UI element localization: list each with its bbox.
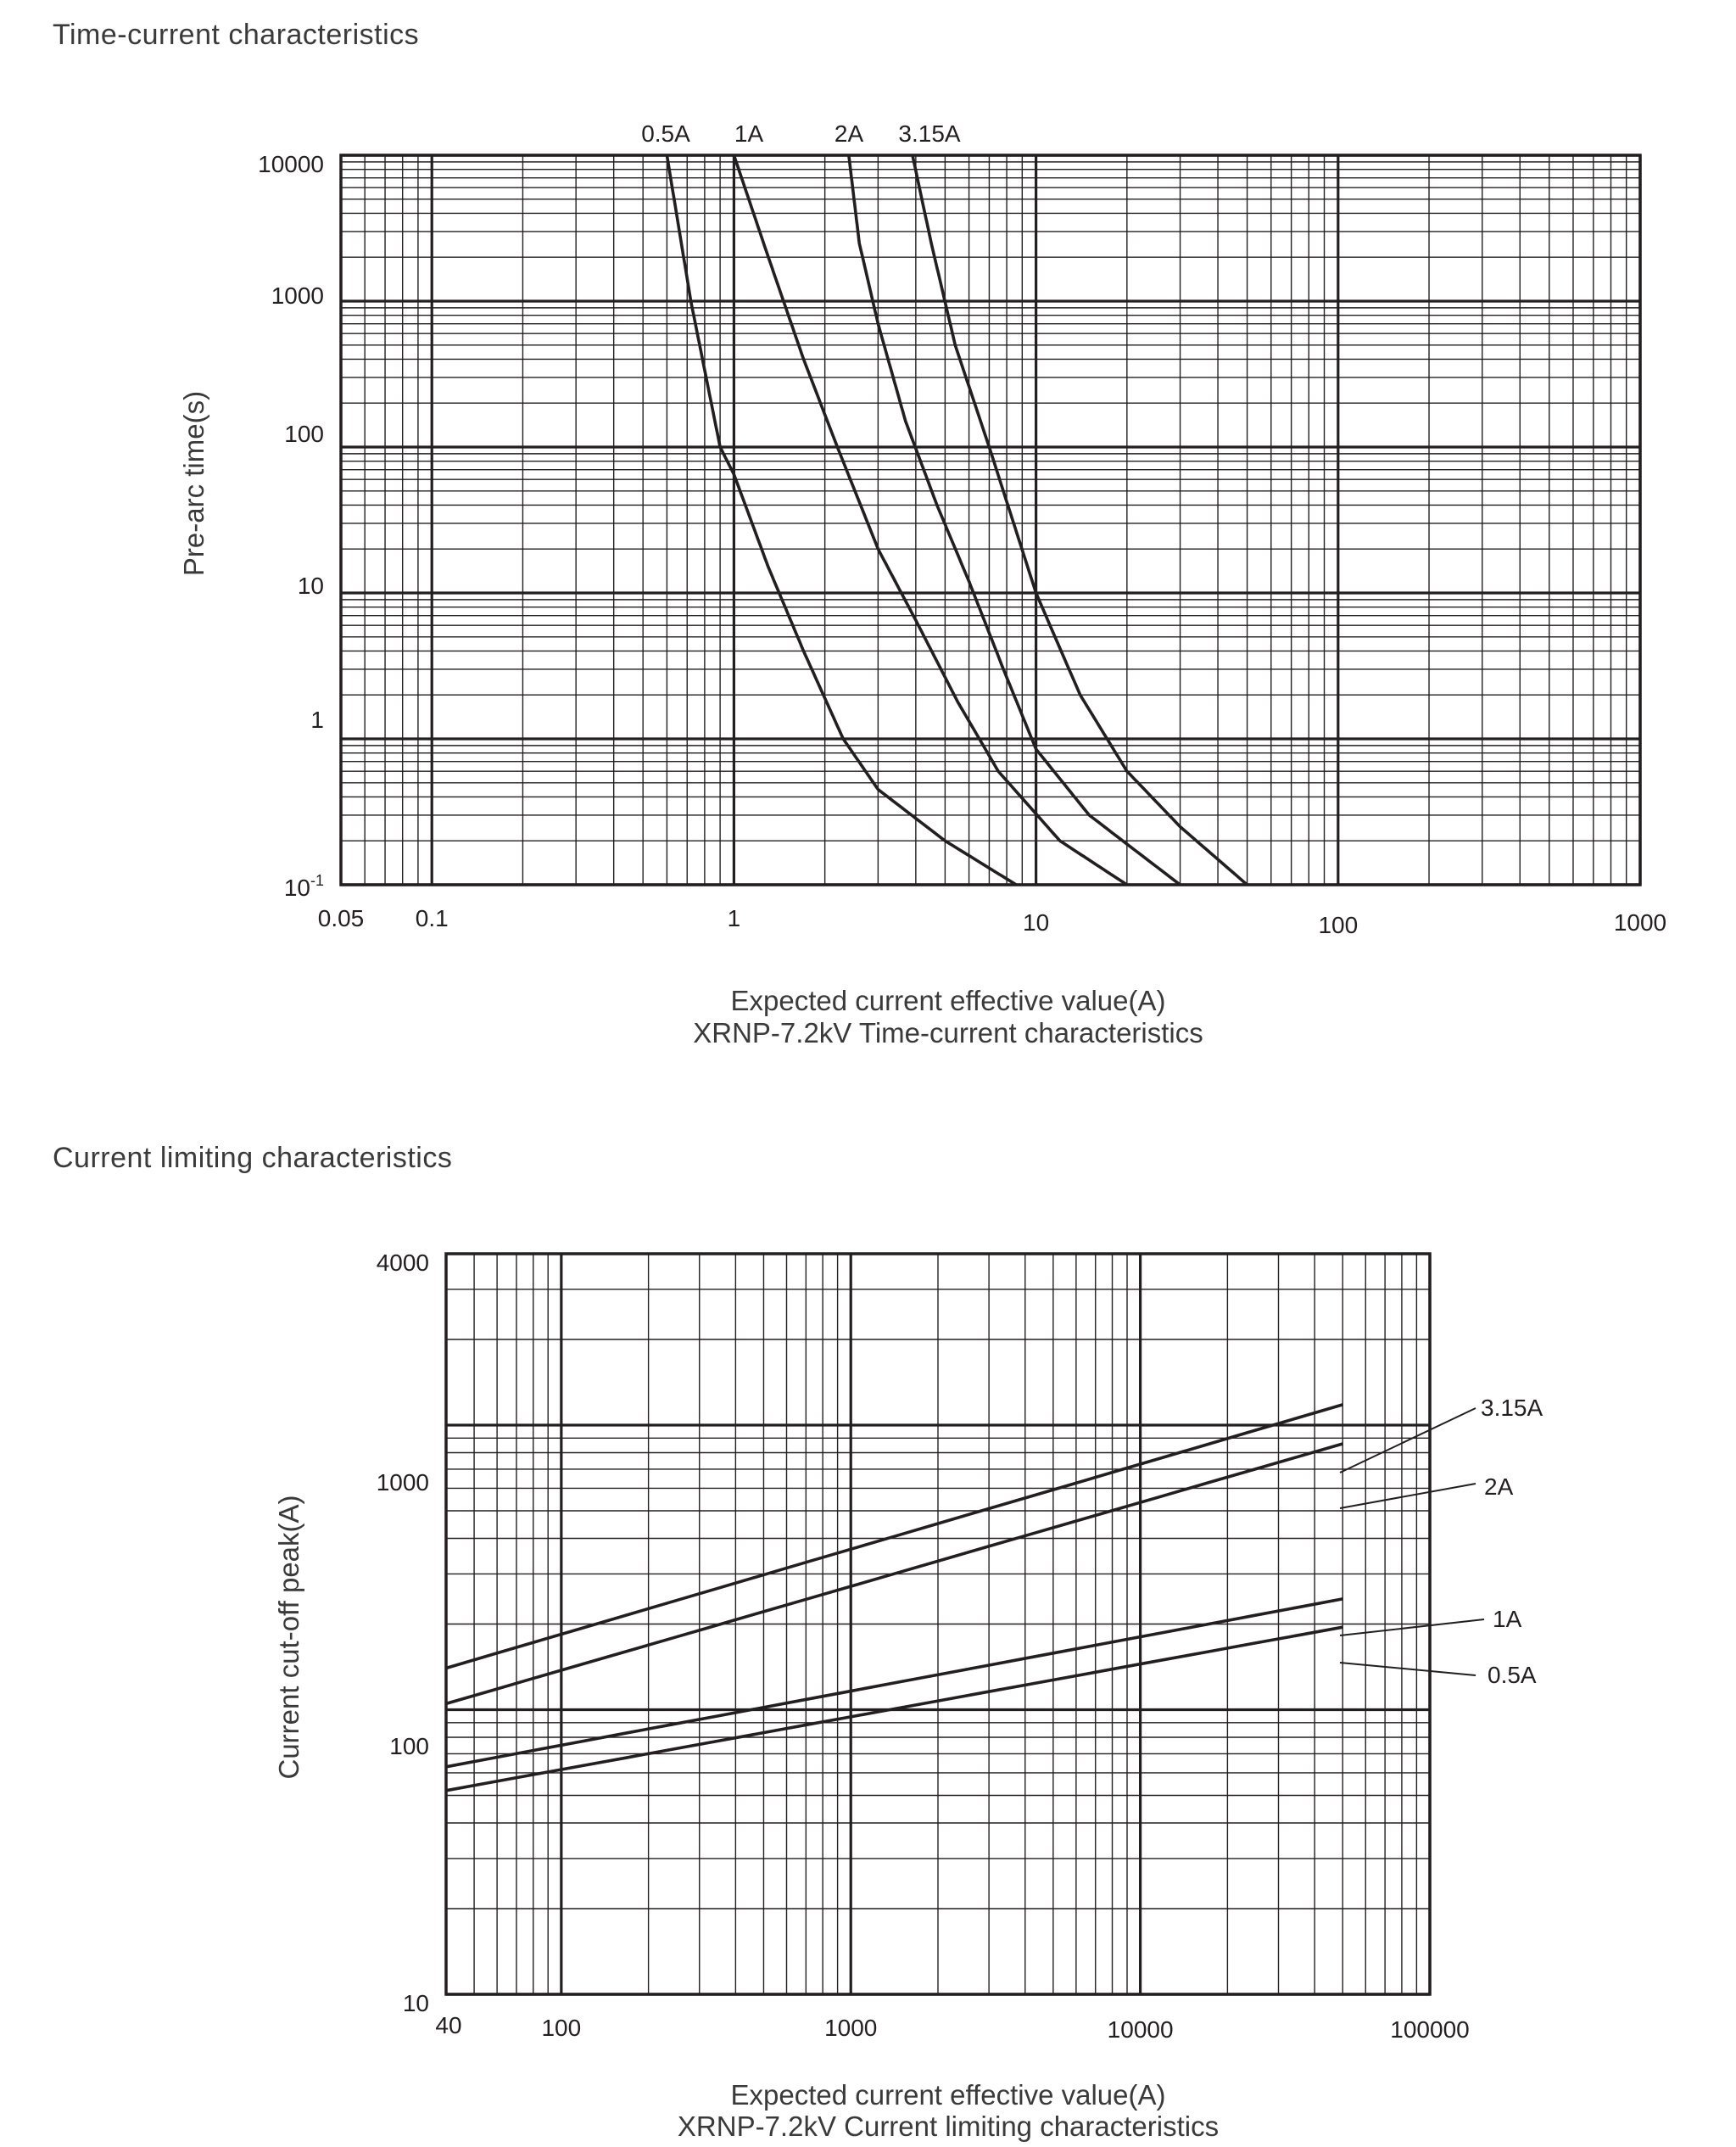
x-tick-label: 1000 [1614, 909, 1666, 936]
series-leader-line [1339, 1483, 1476, 1509]
x-tick-label: 1000 [824, 2015, 877, 2041]
series-leader-line [1339, 1407, 1476, 1473]
x-tick-label: 1 [728, 905, 741, 931]
series-label: 0.5A [641, 120, 690, 147]
y-tick-label: 10 [403, 1990, 429, 2016]
plot-frame [339, 154, 1642, 886]
series-label: 3.15A [898, 120, 960, 147]
series-line-3_15A [911, 154, 1248, 886]
y-tick-label: 10000 [258, 151, 324, 177]
x-tick-label: 0.1 [416, 905, 449, 931]
series-line-0_5A [445, 1625, 1343, 1792]
series-line-1A [732, 154, 1128, 886]
x-tick-label: 10000 [1108, 2016, 1174, 2043]
y-tick-label: 100 [284, 421, 324, 447]
series-label: 1A [734, 120, 764, 147]
x-tick-label: 100 [1318, 912, 1358, 938]
y-tick-label: 1 [310, 707, 324, 733]
series-leader-line [1339, 1662, 1476, 1676]
x-tick-label: 40 [435, 2012, 461, 2038]
series-line-1A [445, 1597, 1343, 1769]
x-tick-label: 10 [1023, 909, 1049, 936]
y-tick-label: 1000 [377, 1469, 429, 1496]
series-label: 0.5A [1488, 1662, 1537, 1688]
y-tick-label: 1000 [271, 282, 324, 309]
y-axis-title: Current cut-off peak(A) [273, 1495, 304, 1779]
chart-title: XRNP-7.2kV Current limiting characterist… [678, 2111, 1219, 2142]
series-line-2A [847, 154, 1181, 886]
current-limiting-section-title: Current limiting characteristics [53, 1142, 453, 1174]
series-label: 2A [1484, 1473, 1514, 1500]
x-tick-label: 100000 [1390, 2016, 1469, 2043]
time-current-section-title: Time-current characteristics [53, 19, 420, 51]
series-label: 1A [1493, 1606, 1522, 1632]
series-label: 3.15A [1481, 1395, 1543, 1421]
series-leader-line [1339, 1619, 1485, 1636]
series-label: 2A [835, 120, 864, 147]
series-line-3_15A [445, 1403, 1343, 1670]
x-axis-title: Expected current effective value(A) [731, 2079, 1166, 2111]
x-tick-label: 0.05 [318, 905, 365, 931]
y-tick-label: 4000 [377, 1250, 429, 1276]
series-line-0_5A [665, 154, 1018, 886]
plot-frame [444, 1252, 1432, 1996]
y-tick-label: 10 [298, 573, 324, 599]
x-tick-label: 100 [541, 2015, 581, 2041]
x-axis-title: Expected current effective value(A) [731, 985, 1166, 1016]
chart-title: XRNP-7.2kV Time-current characteristics [693, 1017, 1203, 1048]
y-tick-label: 100 [389, 1733, 429, 1759]
series-line-2A [445, 1442, 1343, 1706]
y-axis-title: Pre-arc time(s) [178, 391, 209, 576]
